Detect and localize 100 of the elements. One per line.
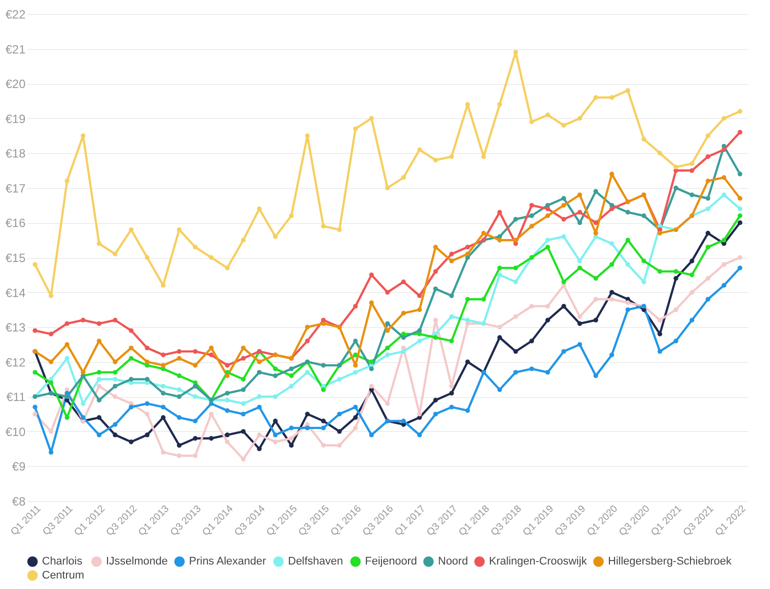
point (160, 384, 166, 389)
point (48, 380, 54, 386)
point (80, 415, 86, 420)
point (96, 338, 102, 344)
point (497, 272, 502, 278)
point (224, 440, 230, 444)
point (449, 258, 454, 264)
point (128, 227, 134, 232)
point (64, 342, 70, 347)
point (32, 262, 38, 267)
point (176, 387, 182, 392)
point (305, 324, 310, 330)
point (625, 262, 630, 267)
point (609, 172, 614, 176)
point (337, 429, 342, 434)
point (465, 408, 470, 413)
y-tick-label: €17 (5, 181, 26, 196)
point (417, 432, 422, 438)
point (240, 238, 246, 242)
point (192, 394, 198, 399)
point (208, 352, 214, 358)
point (353, 415, 358, 420)
y-tick-label: €9 (12, 460, 26, 474)
point (738, 130, 742, 135)
point (561, 234, 566, 239)
point (256, 360, 262, 364)
point (64, 394, 70, 399)
point (192, 453, 198, 458)
point (738, 255, 742, 260)
point (561, 349, 566, 354)
point (401, 349, 406, 354)
point (706, 206, 710, 212)
point (545, 213, 550, 218)
legend-label: Prins Alexander (189, 556, 266, 568)
point (176, 443, 182, 448)
point (176, 356, 182, 361)
point (273, 440, 278, 444)
point (385, 290, 390, 295)
point (609, 95, 614, 100)
point (545, 112, 550, 118)
point (192, 244, 198, 250)
point (64, 321, 70, 326)
point (273, 394, 278, 399)
point (577, 342, 582, 347)
point (658, 230, 662, 236)
point (690, 192, 694, 198)
point (609, 352, 614, 358)
point (273, 366, 278, 372)
point (369, 366, 374, 372)
point (321, 443, 326, 448)
y-tick-label: €20 (5, 77, 26, 92)
point (674, 186, 678, 190)
point (32, 328, 38, 333)
point (337, 376, 342, 382)
point (240, 376, 246, 382)
y-tick-label: €18 (5, 146, 26, 161)
point (561, 202, 566, 208)
point (32, 412, 38, 416)
legend-label: IJsselmonde (106, 556, 168, 568)
point (256, 370, 262, 375)
point (577, 314, 582, 319)
point (642, 213, 646, 218)
legend-label: Delfshaven (288, 556, 344, 568)
point (385, 321, 390, 326)
point (609, 290, 614, 295)
point (64, 356, 70, 361)
point (256, 432, 262, 438)
point (465, 318, 470, 322)
point (545, 318, 550, 322)
point (658, 349, 662, 354)
point (128, 376, 134, 382)
point (481, 296, 486, 302)
point (176, 227, 182, 232)
point (529, 213, 534, 218)
point (240, 387, 246, 392)
point (513, 314, 518, 319)
point (577, 220, 582, 226)
point (256, 394, 262, 399)
point (738, 213, 742, 218)
point (577, 321, 582, 326)
point (369, 360, 374, 364)
point (48, 293, 54, 298)
point (674, 269, 678, 274)
legend-label: Charlois (42, 556, 83, 568)
point (353, 352, 358, 358)
point (593, 373, 598, 378)
point (96, 398, 102, 402)
point (658, 318, 662, 322)
point (321, 362, 326, 368)
point (722, 175, 726, 180)
point (706, 133, 710, 138)
point (609, 206, 614, 212)
point (192, 436, 198, 441)
point (369, 116, 374, 121)
point (128, 356, 134, 361)
point (160, 362, 166, 368)
point (385, 352, 390, 358)
point (385, 346, 390, 350)
point (433, 158, 438, 162)
point (305, 426, 310, 430)
